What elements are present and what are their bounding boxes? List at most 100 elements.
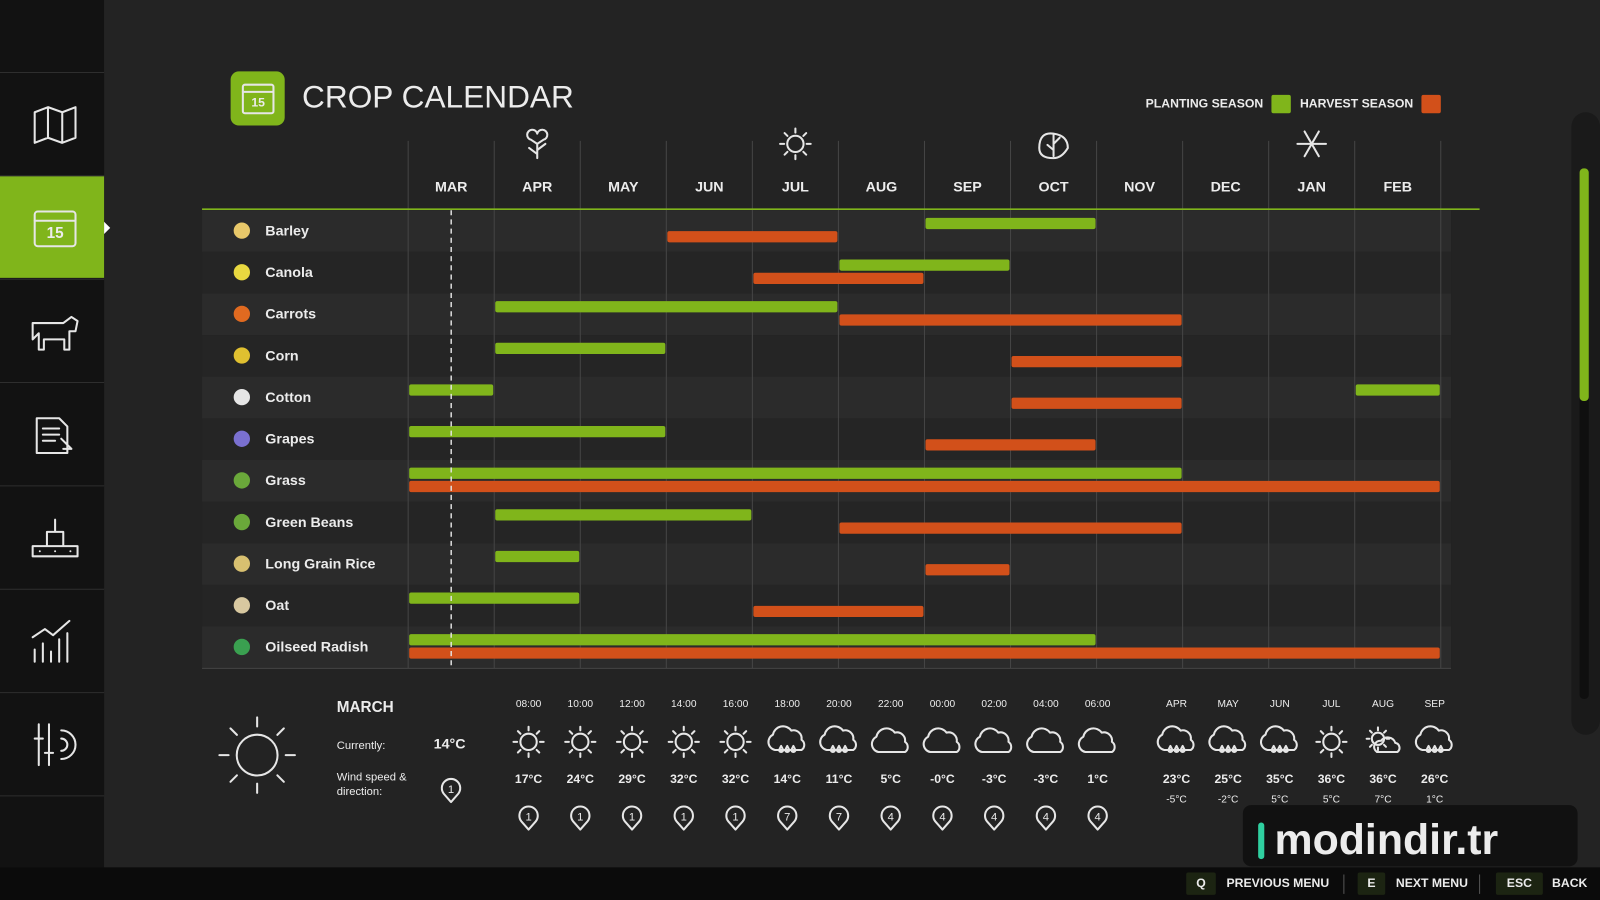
crop-name: Carrots xyxy=(265,307,316,323)
planting-bar xyxy=(409,384,494,396)
key-label[interactable]: ESC xyxy=(1507,876,1532,890)
sidebar-items: 15 xyxy=(0,71,111,797)
month-label: AUG xyxy=(866,180,898,196)
cloud-icon xyxy=(1414,725,1453,752)
harvest-bar xyxy=(667,231,838,243)
sun-ray xyxy=(568,730,574,735)
sidebar-item[interactable]: 15 xyxy=(0,175,111,278)
action-label[interactable]: NEXT MENU xyxy=(1396,876,1468,890)
sun-ray xyxy=(276,727,285,736)
sidebar-button[interactable] xyxy=(0,485,105,588)
forecast-month: SEP xyxy=(1424,699,1445,710)
sidebar-item[interactable] xyxy=(0,71,105,175)
key-box[interactable] xyxy=(1357,872,1386,895)
row-background xyxy=(202,584,1452,627)
row-background xyxy=(202,418,1452,460)
hour-temp: 1°C xyxy=(1087,772,1108,786)
footer-action[interactable]: ESC BACK xyxy=(1495,872,1588,895)
crop-icon xyxy=(233,222,250,239)
month-label: JUN xyxy=(695,180,724,196)
sun-ray xyxy=(723,730,729,735)
crop-name: Green Beans xyxy=(265,515,353,531)
spring-icon xyxy=(526,128,549,160)
hour-label: 12:00 xyxy=(619,699,645,710)
footer-action[interactable]: E NEXT MENU xyxy=(1357,872,1481,895)
wind-value: 4 xyxy=(1095,811,1101,823)
wind-pin xyxy=(518,805,539,831)
month-label: FEB xyxy=(1383,180,1412,196)
month-label: DEC xyxy=(1211,180,1241,196)
key-label[interactable]: Q xyxy=(1196,876,1206,890)
hourly-forecast: 20:00 11°C 7 xyxy=(819,699,858,831)
month-label: SEP xyxy=(953,180,982,196)
sidebar-item[interactable] xyxy=(0,485,105,588)
key-label[interactable]: E xyxy=(1367,876,1375,890)
hourly-forecast: 00:00 -0°C 4 xyxy=(922,699,961,831)
month-label: JAN xyxy=(1297,180,1326,196)
icon-settings xyxy=(33,723,77,767)
hour-label: 22:00 xyxy=(878,699,904,710)
sidebar-button[interactable] xyxy=(0,175,105,278)
sidebar-arrow xyxy=(104,221,111,234)
watermark: modindir.tr xyxy=(1274,816,1498,864)
watermark-bar xyxy=(1258,822,1265,860)
icon-calendar xyxy=(33,210,77,248)
forecast-high: 23°C xyxy=(1163,772,1191,786)
sidebar-button[interactable] xyxy=(0,589,105,692)
cloud-icon xyxy=(1156,725,1195,752)
row-background xyxy=(202,501,1452,544)
sidebar-item[interactable] xyxy=(0,382,105,485)
action-label[interactable]: BACK xyxy=(1552,876,1588,890)
monthly-forecast: AUG 36°C 7°C xyxy=(1365,699,1401,806)
monthly-forecast: MAY 25°C -2°C xyxy=(1208,699,1247,806)
cloud-icon xyxy=(1026,727,1064,754)
hourly-forecast: 08:00 17°C 1 xyxy=(512,699,545,831)
row-background xyxy=(202,376,1452,419)
month-label: APR xyxy=(522,180,553,196)
wind-value: 4 xyxy=(939,811,945,823)
action-label[interactable]: PREVIOUS MENU xyxy=(1227,876,1330,890)
sun-ray xyxy=(690,730,696,735)
crop-icon xyxy=(233,347,250,364)
sidebar-item[interactable] xyxy=(0,588,105,692)
hour-label: 10:00 xyxy=(568,699,594,710)
sun-ray xyxy=(620,748,625,754)
key-box[interactable] xyxy=(1495,872,1543,895)
footer: modindir.tr Q PREVIOUS MENU E NEXT MENU ESC BA… xyxy=(1186,805,1588,895)
rain-drop xyxy=(1282,744,1289,754)
sun-ray xyxy=(672,748,677,754)
hour-label: 08:00 xyxy=(516,699,542,710)
sidebar-button[interactable] xyxy=(0,279,105,382)
planting-bar xyxy=(495,509,752,521)
scrollbar-thumb[interactable] xyxy=(1579,168,1589,402)
wind-value: 7 xyxy=(836,811,842,823)
cloud-icon xyxy=(767,725,806,752)
wind-pin xyxy=(777,805,798,831)
sun-icon xyxy=(726,732,745,752)
rain-drop xyxy=(1276,744,1283,754)
sidebar-button[interactable] xyxy=(0,72,105,175)
wind-value: 4 xyxy=(991,811,997,823)
key-box[interactable] xyxy=(1186,872,1216,895)
planting-bar xyxy=(409,467,1182,479)
weather-month: MARCH xyxy=(337,699,394,716)
footer-action[interactable]: Q PREVIOUS MENU xyxy=(1186,872,1345,895)
planting-bar xyxy=(839,259,1010,271)
sidebar-item[interactable] xyxy=(0,278,105,382)
cloud-icon xyxy=(974,727,1013,754)
cloud-icon xyxy=(870,727,909,754)
hourly-forecast: 16:00 32°C 1 xyxy=(719,699,752,831)
wind-pin xyxy=(570,805,591,831)
icon-cow xyxy=(31,315,79,351)
crop-icon xyxy=(233,597,250,614)
crop-icon xyxy=(233,513,250,531)
sun-icon xyxy=(519,732,538,752)
sidebar-button[interactable] xyxy=(0,692,105,795)
crop-name: Oat xyxy=(265,598,289,614)
harvest-bar xyxy=(753,605,924,618)
sidebar-item[interactable] xyxy=(0,692,105,795)
sun-ray xyxy=(742,748,748,754)
hourly-forecast: 04:00 -3°C 4 xyxy=(1026,699,1064,831)
hourly-forecast: 22:00 5°C 4 xyxy=(870,699,909,831)
